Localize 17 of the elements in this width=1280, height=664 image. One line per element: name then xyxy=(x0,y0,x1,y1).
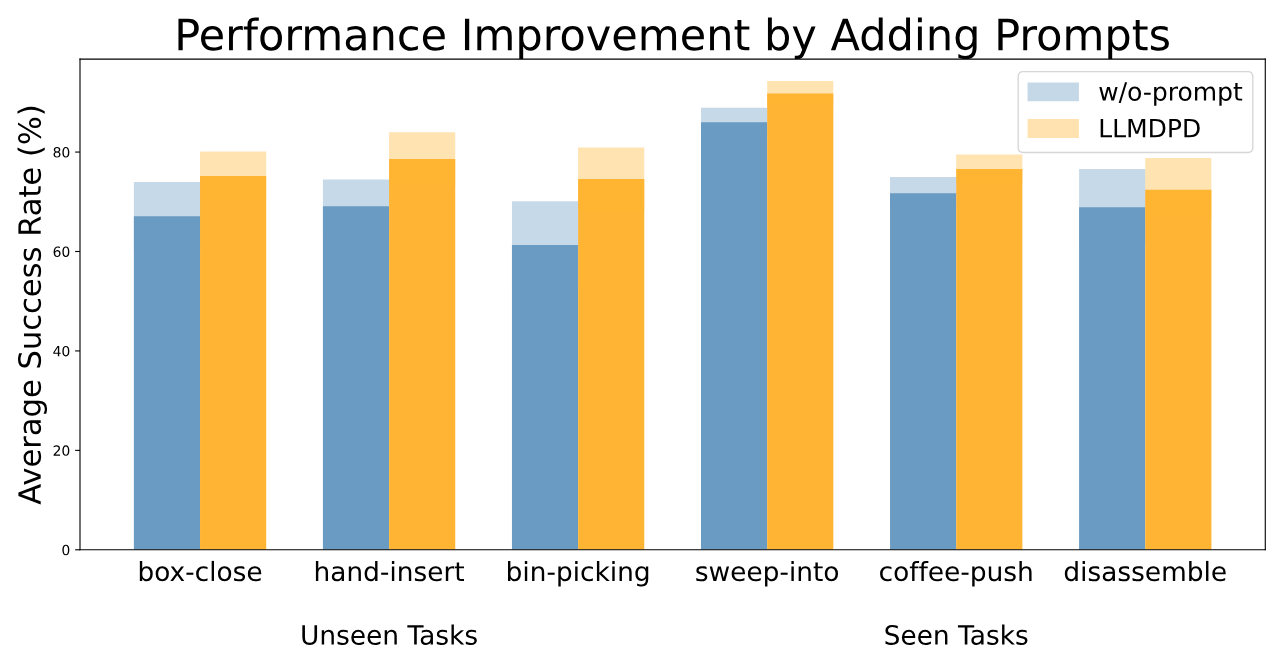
chart-title: Performance Improvement by Adding Prompts xyxy=(178,17,1169,60)
x-tick-label: disassemble xyxy=(1064,560,1226,582)
y-tick-label: 0 xyxy=(62,544,70,556)
x-tick-label: box-close xyxy=(139,560,262,582)
legend-label: LLMDPD xyxy=(1100,119,1200,138)
y-tick-label: 20 xyxy=(53,445,70,456)
text: Unseen Tasks xyxy=(302,624,477,645)
y-tick-label: 80 xyxy=(53,147,70,158)
y-tick-label: 60 xyxy=(53,246,70,257)
y-axis-title: Average Success Rate (%) xyxy=(17,106,48,505)
x-tick-label: sweep-into xyxy=(696,560,839,587)
text: Seen Tasks xyxy=(885,624,1028,645)
x-tick-label: coffee-push xyxy=(880,560,1032,587)
x-tick-label: bin-picking xyxy=(508,560,649,587)
legend-label: w/o-prompt xyxy=(1099,82,1243,106)
y-tick-label: 40 xyxy=(53,345,70,357)
x-tick-label: hand-insert xyxy=(315,560,465,582)
